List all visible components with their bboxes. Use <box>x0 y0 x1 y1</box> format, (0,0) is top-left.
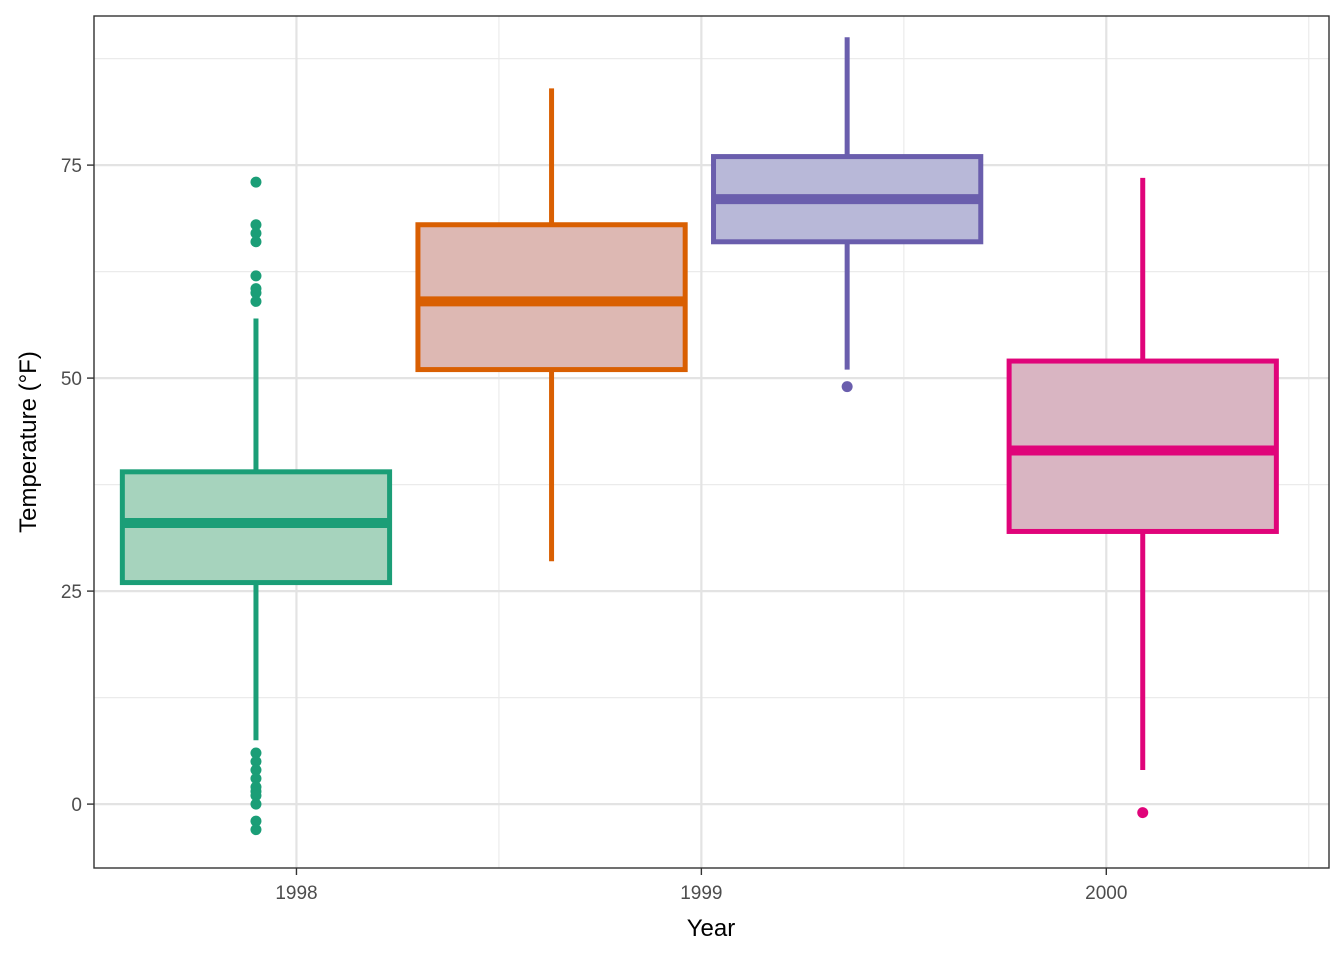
outlier-point <box>250 227 262 239</box>
outlier-point <box>250 270 262 282</box>
outlier-point <box>250 756 262 767</box>
outlier-point <box>1137 807 1149 819</box>
y-axis-title: Temperature (°F) <box>15 351 42 533</box>
plot-border <box>93 15 1330 869</box>
outlier-point <box>250 790 262 802</box>
x-axis-title: Year <box>687 915 736 942</box>
box-group-2 <box>415 88 688 562</box>
outlier-point <box>250 219 262 231</box>
box-group-1 <box>119 176 393 836</box>
outlier-point <box>250 747 262 759</box>
outlier-point <box>250 295 262 307</box>
outlier-point <box>841 381 853 393</box>
y-tick-label: 0 <box>71 795 82 816</box>
box-group-4 <box>1006 177 1279 819</box>
outlier-point <box>250 815 262 827</box>
x-tick-label: 1998 <box>275 883 317 904</box>
box-group-3 <box>711 37 984 393</box>
outlier-point <box>250 773 262 785</box>
outlier-point <box>250 236 262 248</box>
y-axis: 0 25 50 75 <box>61 156 94 816</box>
outlier-point <box>250 764 262 776</box>
outlier-point <box>250 824 262 836</box>
y-tick-label: 25 <box>61 582 82 603</box>
y-tick-label: 50 <box>61 369 82 390</box>
outlier-point <box>250 798 262 810</box>
x-tick-label: 2000 <box>1085 883 1127 904</box>
x-tick-label: 1999 <box>680 883 722 904</box>
outlier-point <box>250 287 262 299</box>
boxes <box>119 37 1279 836</box>
x-axis: 1998 1999 2000 <box>275 868 1127 904</box>
y-tick-label: 75 <box>61 156 82 177</box>
outlier-point <box>250 176 262 188</box>
